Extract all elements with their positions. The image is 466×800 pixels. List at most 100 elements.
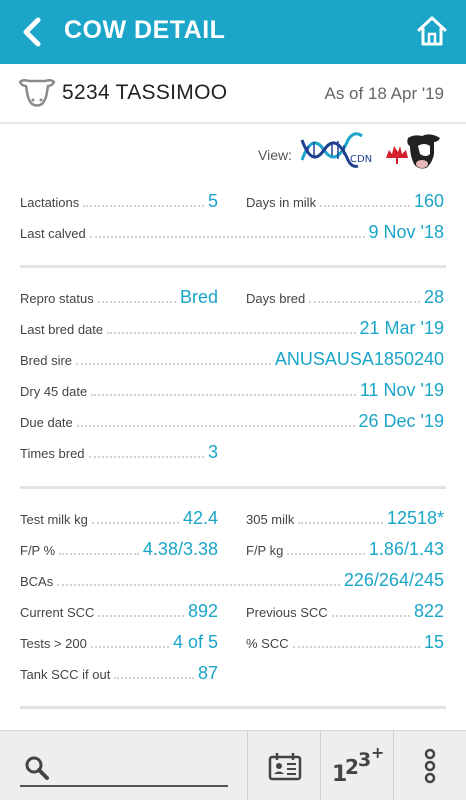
dotted-leader	[91, 394, 356, 396]
id-card-button[interactable]	[248, 731, 320, 800]
dotted-leader	[59, 553, 139, 555]
field-label: % SCC	[246, 636, 289, 651]
field-test-milk: Test milk kg 42.4	[20, 505, 218, 529]
svg-text:3: 3	[358, 749, 371, 771]
field-value: 42.4	[182, 508, 218, 528]
field-tank-scc: Tank SCC if out 87	[20, 660, 218, 684]
chevron-left-icon[interactable]	[18, 16, 48, 48]
dotted-leader	[287, 553, 365, 555]
section-divider	[20, 486, 446, 489]
cow-header: 5234 TASSIMOO As of 18 Apr '19	[0, 64, 466, 124]
dotted-leader	[114, 677, 194, 679]
field-repro-status: Repro status Bred	[20, 284, 218, 308]
field-value: 15	[423, 632, 444, 652]
dotted-leader	[98, 615, 184, 617]
field-due-date: Due date 26 Dec '19	[20, 408, 444, 432]
dotted-leader	[76, 425, 355, 427]
view-label: View:	[258, 147, 292, 163]
field-fp-kg: F/P kg 1.86/1.43	[246, 536, 444, 560]
field-305-milk: 305 milk 12518*	[246, 505, 444, 529]
field-label: Bred sire	[20, 353, 73, 368]
search-input[interactable]	[20, 751, 228, 787]
top-bar: COW DETAIL	[0, 0, 466, 64]
field-value: ANUSAUSA1850240	[274, 349, 444, 369]
field-value: 892	[187, 601, 218, 621]
field-previous-scc: Previous SCC 822	[246, 598, 444, 622]
field-label: Test milk kg	[20, 512, 88, 527]
home-icon[interactable]	[416, 14, 448, 48]
dna-cdn-logo[interactable]: CDN	[300, 128, 374, 174]
dotted-leader	[292, 646, 420, 648]
toolbar-divider	[247, 731, 248, 800]
field-value: 822	[413, 601, 444, 621]
section-divider	[20, 265, 446, 268]
dotted-leader	[320, 205, 410, 207]
field-label: Current SCC	[20, 605, 95, 620]
svg-text:+: +	[371, 743, 384, 762]
field-label: F/P %	[20, 543, 56, 558]
field-label: BCAs	[20, 574, 54, 589]
dotted-leader	[57, 584, 340, 586]
cow-head-icon	[18, 78, 56, 107]
dotted-leader	[90, 646, 169, 648]
field-value: 87	[197, 663, 218, 683]
field-label: Tests > 200	[20, 636, 87, 651]
field-label: Previous SCC	[246, 605, 328, 620]
field-label: Days in milk	[246, 195, 317, 210]
field-value: 11 Nov '19	[359, 380, 444, 400]
field-value: 12518*	[386, 508, 444, 528]
field-label: F/P kg	[246, 543, 284, 558]
field-value: 28	[423, 287, 444, 307]
dotted-leader	[91, 522, 179, 524]
field-label: Tank SCC if out	[20, 667, 111, 682]
page-title: COW DETAIL	[64, 16, 226, 44]
field-bcas: BCAs 226/264/245	[20, 567, 444, 591]
field-value: 5	[207, 191, 218, 211]
field-label: Lactations	[20, 195, 80, 210]
more-vertical-icon	[424, 748, 436, 784]
field-times-bred: Times bred 3	[20, 439, 218, 463]
section-divider	[20, 706, 446, 709]
search-icon[interactable]	[24, 755, 50, 781]
field-value: 160	[413, 191, 444, 211]
field-last-bred-date: Last bred date 21 Mar '19	[20, 315, 444, 339]
field-label: Repro status	[20, 291, 94, 306]
field-value: Bred	[179, 287, 218, 307]
holstein-canada-logo[interactable]	[382, 128, 444, 174]
as-of-date: As of 18 Apr '19	[324, 84, 445, 103]
field-value: 4.38/3.38	[142, 539, 218, 559]
dotted-leader	[309, 301, 420, 303]
dotted-leader	[89, 236, 365, 238]
field-current-scc: Current SCC 892	[20, 598, 218, 622]
toolbar-divider	[320, 731, 321, 800]
dotted-leader	[97, 301, 176, 303]
numbers-123-icon: 1 2 3 +	[332, 743, 384, 787]
field-label: 305 milk	[246, 512, 295, 527]
field-label: Last calved	[20, 226, 86, 241]
field-value: 3	[207, 442, 218, 462]
field-dry-date: Dry 45 date 11 Nov '19	[20, 377, 444, 401]
dotted-leader	[331, 615, 410, 617]
more-button[interactable]	[394, 731, 466, 800]
bottom-bar: 1 2 3 +	[0, 730, 466, 800]
toolbar-divider	[393, 731, 394, 800]
field-value: 226/264/245	[343, 570, 444, 590]
dotted-leader	[83, 205, 204, 207]
field-bred-sire: Bred sire ANUSAUSA1850240	[20, 346, 444, 370]
field-value: 9 Nov '18	[368, 222, 444, 242]
dotted-leader	[298, 522, 383, 524]
dotted-leader	[88, 456, 204, 458]
field-value: 26 Dec '19	[358, 411, 445, 431]
field-percent-scc: % SCC 15	[246, 629, 444, 653]
field-tests-over-200: Tests > 200 4 of 5	[20, 629, 218, 653]
field-days-bred: Days bred 28	[246, 284, 444, 308]
field-value: 4 of 5	[172, 632, 218, 652]
numbers-button[interactable]: 1 2 3 +	[321, 731, 393, 800]
dotted-leader	[76, 363, 271, 365]
field-label: Due date	[20, 415, 73, 430]
id-card-icon	[268, 753, 302, 781]
field-label: Days bred	[246, 291, 306, 306]
dna-caption: CDN	[350, 154, 372, 165]
svg-text:2: 2	[345, 755, 359, 779]
field-value: 1.86/1.43	[368, 539, 444, 559]
